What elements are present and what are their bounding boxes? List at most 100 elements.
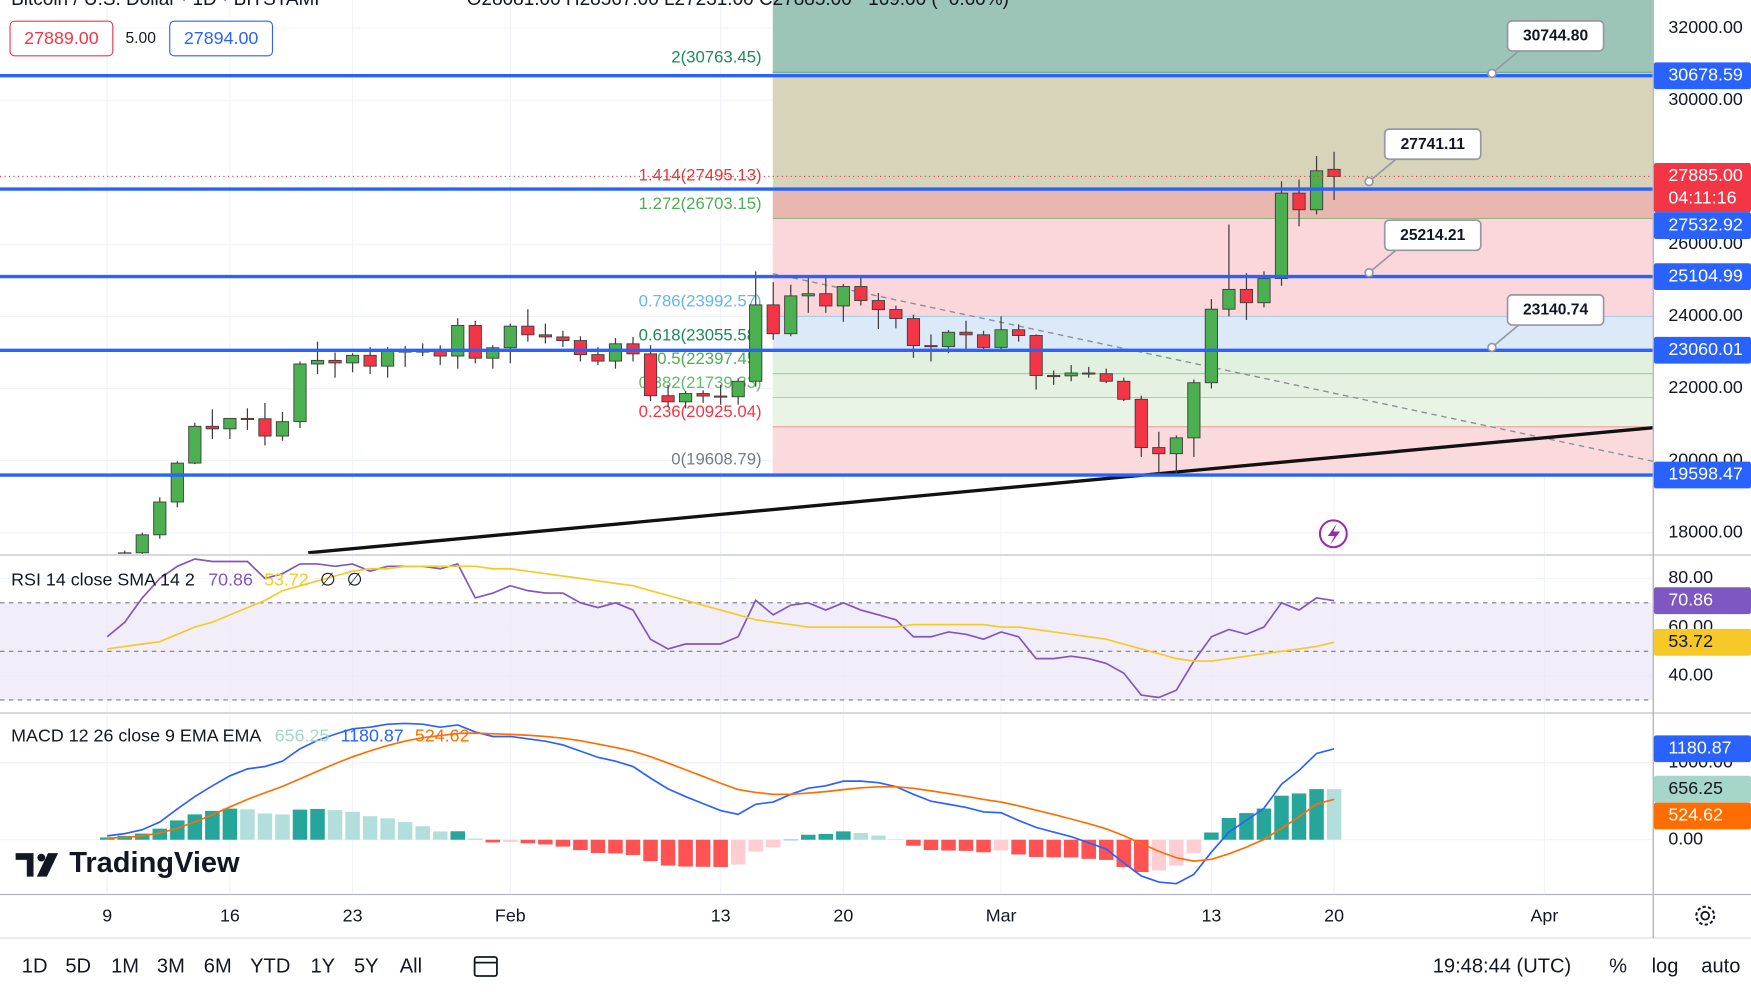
calendar-icon[interactable]	[473, 956, 498, 977]
candle-body	[749, 304, 763, 382]
candle-body	[696, 393, 710, 397]
histogram-bar	[1151, 839, 1167, 871]
macd-pane	[99, 722, 1342, 885]
candle-body	[1327, 168, 1341, 177]
candle-body	[451, 324, 465, 357]
x-tick-label: Feb	[495, 906, 526, 926]
overlays: TradingView Bitcoin / U.S. Dollar · 1D ·…	[9, 0, 1740, 977]
histogram-bar	[1256, 808, 1272, 840]
histogram-bar	[1274, 795, 1289, 840]
candle-body	[258, 418, 272, 437]
histogram-bar	[976, 839, 991, 853]
scale-option[interactable]: log	[1652, 955, 1679, 977]
range-button[interactable]: 1Y	[310, 955, 335, 977]
candle-body	[310, 359, 325, 365]
axis-value-box	[1653, 336, 1751, 364]
scale-option[interactable]: auto	[1701, 955, 1740, 977]
candle-body	[836, 286, 850, 307]
range-button[interactable]: YTD	[250, 955, 290, 977]
axis-value-label: 04:11:16	[1668, 187, 1736, 207]
legend-value: ∅	[320, 569, 336, 589]
header: Bitcoin / U.S. Dollar · 1D · BITSTAMP O2…	[9, 0, 1009, 57]
histogram-bar	[748, 839, 763, 852]
range-button[interactable]: 5Y	[354, 955, 379, 977]
range-button[interactable]: 6M	[204, 955, 232, 977]
fib-zone	[772, 190, 1653, 219]
histogram-bar	[923, 839, 939, 851]
candle-body	[924, 345, 938, 348]
fib-label: 0.236(20925.04)	[639, 402, 762, 421]
candle-body	[1152, 447, 1166, 455]
candle-body	[503, 325, 517, 349]
sell-price[interactable]: 27889.00	[24, 28, 99, 48]
histogram-bar	[503, 839, 518, 842]
candle-body	[573, 340, 588, 356]
histogram-bar	[362, 816, 378, 840]
x-tick-label: Mar	[986, 906, 1017, 926]
candle-body	[801, 293, 815, 297]
axis-value-label: 53.72	[1668, 631, 1713, 651]
candle-body	[1274, 192, 1289, 280]
y-tick-label: 22000.00	[1668, 377, 1743, 397]
range-button[interactable]: 1M	[111, 955, 139, 977]
histogram-bar	[906, 839, 921, 846]
fib-label: 0.5(22397.45)	[657, 349, 761, 368]
candle-body	[959, 331, 973, 336]
y-tick-label: 80.00	[1668, 567, 1713, 587]
histogram-bar	[1204, 832, 1219, 840]
histogram-bar	[1169, 839, 1184, 866]
logo-mark	[36, 853, 59, 877]
scale-option[interactable]: %	[1609, 955, 1627, 977]
fib-label: 1.414(27495.13)	[639, 165, 762, 184]
candle-body	[538, 334, 552, 338]
candle-body	[784, 295, 798, 335]
range-button[interactable]: All	[400, 955, 422, 977]
axis-value-box	[1653, 628, 1751, 656]
logo-mark	[37, 853, 46, 862]
histogram-bar	[432, 831, 448, 840]
gear[interactable]	[1700, 910, 1711, 921]
histogram-bar	[205, 810, 220, 840]
histogram-bar	[1046, 839, 1061, 858]
histogram-bar	[415, 826, 430, 840]
settings-icon[interactable]	[1695, 905, 1716, 926]
alert-icon[interactable]	[1318, 519, 1348, 549]
callout-pointer	[1491, 324, 1520, 349]
histogram-bar	[871, 835, 886, 840]
sell-button[interactable]	[9, 20, 114, 57]
callout-pointer	[1491, 50, 1520, 74]
axis-value-box	[1653, 775, 1751, 803]
range-button[interactable]: 5D	[65, 955, 91, 977]
fib-label: 0.786(23992.57)	[639, 292, 762, 311]
histogram-bar	[1239, 813, 1254, 840]
histogram-bar	[170, 820, 185, 840]
histogram-bar	[695, 839, 711, 867]
buy-price[interactable]: 27894.00	[184, 28, 259, 48]
axis-value-box	[1653, 263, 1751, 290]
candle-body	[679, 393, 693, 403]
histogram-bar	[99, 837, 115, 840]
axis-value-box	[1653, 62, 1751, 90]
callout-box	[1383, 128, 1482, 161]
histogram-bar	[678, 839, 693, 867]
histogram-bar	[730, 839, 746, 865]
axis-value-label: 656.25	[1668, 778, 1723, 798]
histogram-bar	[1028, 839, 1044, 858]
histogram-bar	[836, 831, 851, 840]
gear[interactable]	[1695, 905, 1716, 926]
histogram-bar	[660, 839, 676, 866]
candle-body	[486, 347, 500, 359]
axis-value-label: 30678.59	[1668, 64, 1743, 84]
range-button[interactable]: 1D	[22, 955, 48, 977]
axis-value-label: 27532.92	[1668, 214, 1743, 234]
buy-button[interactable]	[169, 20, 274, 57]
range-button[interactable]: 3M	[157, 955, 185, 977]
candle-body	[170, 462, 184, 503]
histogram-bar	[292, 809, 308, 840]
candle-body	[223, 417, 237, 430]
histogram-bar	[257, 813, 273, 840]
date-range-icon[interactable]	[473, 956, 498, 977]
alert-bolt[interactable]	[1327, 523, 1341, 545]
